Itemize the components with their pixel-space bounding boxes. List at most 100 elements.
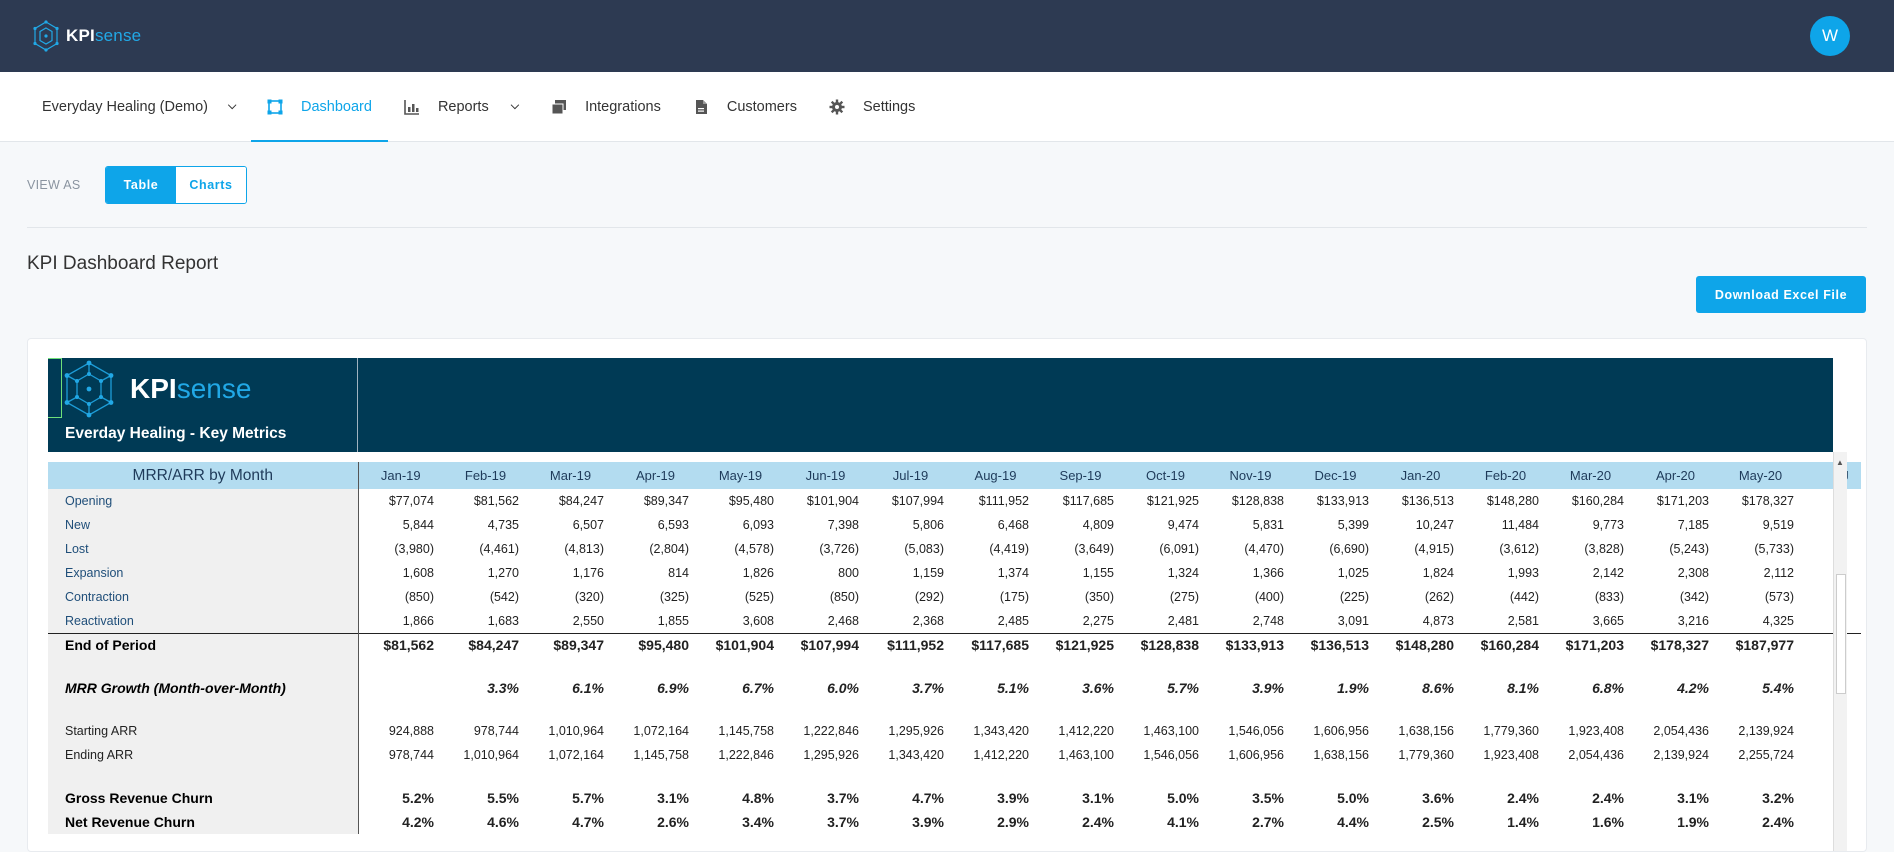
table-cell[interactable]: 3.2%: [1762, 790, 1794, 806]
table-cell[interactable]: [1208, 657, 1293, 676]
table-cell[interactable]: $107,994: [783, 632, 868, 657]
table-cell[interactable]: [1123, 657, 1208, 676]
table-cell[interactable]: 1,145,758: [633, 748, 689, 762]
table-cell[interactable]: 8.1%: [1507, 680, 1539, 696]
table-cell[interactable]: 5.0%: [1167, 790, 1199, 806]
table-cell[interactable]: $187,977: [1718, 632, 1803, 657]
table-cell[interactable]: $81,562: [473, 494, 519, 508]
table-cell[interactable]: 2,112: [1763, 566, 1794, 580]
table-cell[interactable]: $136,513: [1401, 494, 1454, 508]
table-cell[interactable]: 5.1%: [997, 680, 1029, 696]
table-cell[interactable]: (400): [1254, 590, 1284, 604]
table-cell[interactable]: [443, 657, 528, 676]
table-cell[interactable]: $160,284: [1463, 632, 1548, 657]
table-cell[interactable]: May-20: [1718, 462, 1803, 489]
table-cell[interactable]: 3.9%: [1252, 680, 1284, 696]
table-cell[interactable]: 1,324: [1167, 566, 1199, 580]
table-cell[interactable]: 4,325: [1762, 613, 1794, 628]
table-cell[interactable]: (3,980): [394, 542, 434, 556]
table-cell[interactable]: (6,091): [1159, 542, 1199, 556]
table-cell[interactable]: [1803, 676, 1861, 700]
table-cell[interactable]: 1,638,156: [1313, 748, 1369, 762]
row-label[interactable]: Opening: [48, 489, 359, 513]
table-cell[interactable]: 2,468: [827, 613, 859, 628]
table-cell[interactable]: 6.7%: [742, 680, 774, 696]
table-cell[interactable]: 1,025: [1337, 566, 1369, 580]
table-cell[interactable]: [783, 767, 868, 786]
table-cell[interactable]: 1,343,420: [973, 724, 1029, 738]
table-cell[interactable]: [1548, 700, 1633, 719]
table-cell[interactable]: Apr-20: [1633, 462, 1718, 489]
table-cell[interactable]: $128,838: [1231, 494, 1284, 508]
table-cell[interactable]: [613, 767, 698, 786]
nav-settings[interactable]: Settings: [813, 72, 931, 141]
table-cell[interactable]: 5.2%: [402, 790, 434, 806]
table-cell[interactable]: 5,844: [402, 518, 434, 532]
table-cell[interactable]: 2,255,724: [1738, 748, 1794, 762]
table-cell[interactable]: 1,176: [572, 566, 604, 580]
table-cell[interactable]: (342): [1679, 590, 1709, 604]
table-cell[interactable]: 6,507: [572, 518, 604, 532]
table-cell[interactable]: 4.4%: [1337, 814, 1369, 830]
table-cell[interactable]: (6,690): [1329, 542, 1369, 556]
table-cell[interactable]: May-19: [698, 462, 783, 489]
table-cell[interactable]: 3.6%: [1422, 790, 1454, 806]
table-cell[interactable]: 1,072,164: [633, 724, 689, 738]
table-cell[interactable]: [613, 657, 698, 676]
table-cell[interactable]: $121,925: [1146, 494, 1199, 508]
table-cell[interactable]: 3.7%: [827, 814, 859, 830]
table-cell[interactable]: 6,593: [657, 518, 689, 532]
table-cell[interactable]: (5,733): [1754, 542, 1794, 556]
table-cell[interactable]: 1,270: [487, 566, 519, 580]
table-cell[interactable]: 1.9%: [1337, 680, 1369, 696]
table-cell[interactable]: 2,054,436: [1653, 724, 1709, 738]
table-cell[interactable]: 3.1%: [657, 790, 689, 806]
table-cell[interactable]: [1208, 700, 1293, 719]
table-cell[interactable]: [1803, 700, 1861, 719]
table-cell[interactable]: 1,826: [742, 566, 774, 580]
table-cell[interactable]: 2.6%: [657, 814, 689, 830]
nav-customers[interactable]: Customers: [677, 72, 813, 141]
table-cell[interactable]: 2: [1803, 743, 1861, 767]
table-cell[interactable]: (2,804): [649, 542, 689, 556]
table-cell[interactable]: 5.0%: [1337, 790, 1369, 806]
table-cell[interactable]: [1803, 561, 1861, 585]
table-cell[interactable]: [868, 700, 953, 719]
table-cell[interactable]: 9,773: [1592, 518, 1624, 532]
row-label[interactable]: Reactivation: [48, 609, 359, 633]
table-cell[interactable]: 1.9%: [1677, 814, 1709, 830]
view-charts-button[interactable]: Charts: [176, 167, 246, 203]
table-cell[interactable]: [528, 657, 613, 676]
selected-cell[interactable]: [48, 358, 62, 418]
table-cell[interactable]: 5,831: [1252, 518, 1284, 532]
table-cell[interactable]: 1,463,100: [1143, 724, 1199, 738]
table-cell[interactable]: [443, 700, 528, 719]
table-cell[interactable]: [1548, 767, 1633, 786]
table-cell[interactable]: (850): [829, 590, 859, 604]
table-cell[interactable]: 4.7%: [912, 790, 944, 806]
table-cell[interactable]: (4,461): [479, 542, 519, 556]
row-label[interactable]: Ending ARR: [48, 743, 359, 767]
table-cell[interactable]: [1038, 700, 1123, 719]
table-cell[interactable]: 1,606,956: [1228, 748, 1284, 762]
table-cell[interactable]: 4.1%: [1167, 814, 1199, 830]
table-cell[interactable]: (5,083): [904, 542, 944, 556]
table-cell[interactable]: Apr-19: [613, 462, 698, 489]
table-cell[interactable]: [783, 700, 868, 719]
table-cell[interactable]: 6.8%: [1592, 680, 1624, 696]
table-cell[interactable]: (4,813): [564, 542, 604, 556]
table-cell[interactable]: $111,952: [868, 632, 953, 657]
table-cell[interactable]: (3,726): [819, 542, 859, 556]
table-cell[interactable]: 3,665: [1592, 613, 1624, 628]
table-cell[interactable]: $148,280: [1378, 632, 1463, 657]
table-cell[interactable]: [1208, 767, 1293, 786]
table-cell[interactable]: [1803, 609, 1861, 633]
spreadsheet-view[interactable]: KPIsense Everday Healing - Key Metrics M…: [48, 358, 1861, 851]
row-label[interactable]: End of Period: [48, 632, 359, 657]
table-cell[interactable]: Aug-19: [953, 462, 1038, 489]
table-cell[interactable]: [358, 700, 443, 719]
table-cell[interactable]: 800: [838, 566, 859, 580]
table-cell[interactable]: 1,683: [487, 613, 519, 628]
table-cell[interactable]: [1718, 700, 1803, 719]
table-cell[interactable]: 5,399: [1337, 518, 1369, 532]
